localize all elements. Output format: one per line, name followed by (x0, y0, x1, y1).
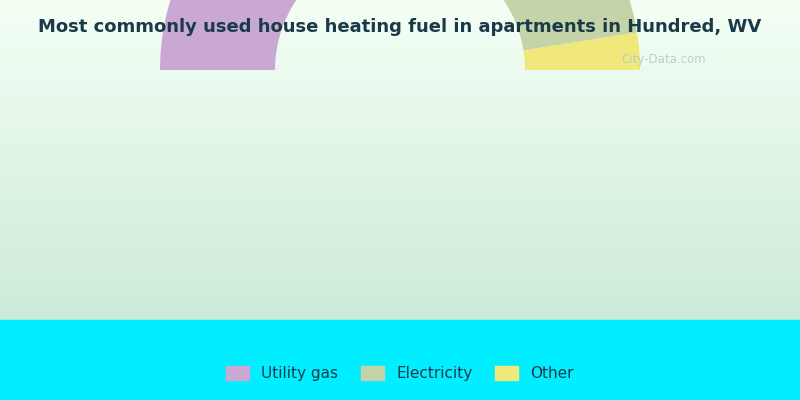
Polygon shape (160, 0, 438, 70)
Bar (0, 320, 800, 400)
Legend: Utility gas, Electricity, Other: Utility gas, Electricity, Other (220, 360, 580, 387)
Polygon shape (523, 32, 640, 70)
Polygon shape (419, 0, 637, 50)
Text: City-Data.com: City-Data.com (622, 54, 706, 66)
Text: Most commonly used house heating fuel in apartments in Hundred, WV: Most commonly used house heating fuel in… (38, 18, 762, 36)
